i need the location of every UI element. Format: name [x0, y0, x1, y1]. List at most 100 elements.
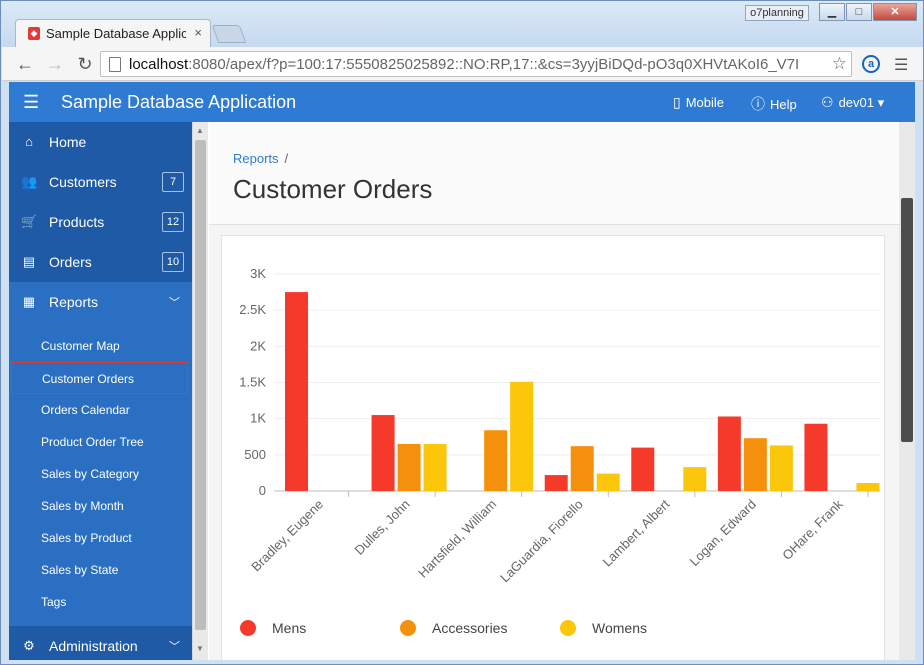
bar: [717, 416, 741, 491]
sidebar-item-home[interactable]: ⌂ Home: [9, 122, 192, 162]
sidebar-item-customers[interactable]: 👥 Customers 7: [9, 162, 192, 202]
bar: [544, 475, 568, 491]
subitem-label: Customer Map: [41, 339, 120, 353]
user-icon: ⚇: [821, 94, 834, 110]
sidebar-subitem-product-order-tree[interactable]: Product Order Tree: [9, 426, 192, 458]
bar: [484, 430, 508, 491]
y-tick-label: 1K: [250, 411, 266, 426]
tab-close-icon[interactable]: ×: [194, 25, 202, 40]
sidebar-subitem-sales-by-state[interactable]: Sales by State: [9, 554, 192, 586]
bar: [510, 381, 534, 491]
sidebar-item-label: Home: [49, 134, 87, 150]
user-label: dev01: [838, 95, 874, 110]
x-tick-label: OHare, Frank: [779, 496, 846, 563]
bar: [769, 445, 793, 491]
browser-toolbar: ← → ↻ localhost:8080/apex/f?p=100:17:555…: [2, 47, 923, 81]
breadcrumb: Reports /: [233, 151, 288, 166]
reload-icon[interactable]: ↻: [77, 54, 93, 74]
page-icon: [109, 57, 121, 72]
help-label: Help: [770, 97, 797, 112]
sidebar-subitem-sales-by-product[interactable]: Sales by Product: [9, 522, 192, 554]
minimize-button[interactable]: ▁: [819, 3, 845, 21]
extension-icon[interactable]: a: [862, 55, 880, 73]
sidebar-item-label: Products: [49, 214, 105, 230]
count-badge: 7: [162, 172, 184, 192]
sidebar-subitem-orders-calendar[interactable]: Orders Calendar: [9, 394, 192, 426]
breadcrumb-reports-link[interactable]: Reports: [233, 151, 279, 166]
sidebar-item-reports[interactable]: ▦ Reports ﹀: [9, 282, 192, 322]
legend-label: Mens: [272, 620, 306, 636]
back-arrow-icon[interactable]: ←: [16, 54, 34, 74]
sidebar-scroll-thumb[interactable]: [195, 140, 206, 630]
sidebar-subitem-sales-by-month[interactable]: Sales by Month: [9, 490, 192, 522]
url-path: :8080/apex/f?p=100:17:5550825025892::NO:…: [188, 56, 800, 73]
close-window-button[interactable]: ✕: [873, 3, 917, 21]
bar: [683, 467, 707, 491]
main-scrollbar[interactable]: [899, 122, 915, 660]
sidebar-subitem-customer-orders[interactable]: Customer Orders: [11, 362, 188, 394]
sidebar-scrollbar[interactable]: ▲ ▼: [192, 122, 208, 660]
bar: [285, 292, 308, 491]
mobile-label: Mobile: [685, 95, 725, 110]
help-link[interactable]: ⓘ Help: [751, 94, 797, 114]
url-text[interactable]: localhost:8080/apex/f?p=100:17:555082502…: [129, 56, 827, 73]
bar: [423, 443, 447, 491]
scroll-up-icon[interactable]: ▲: [196, 126, 204, 135]
y-tick-label: 0: [259, 483, 266, 498]
new-tab-button[interactable]: [211, 25, 247, 43]
gear-icon: ⚙: [23, 638, 35, 653]
x-tick-label: Dulles, John: [351, 497, 412, 558]
sidebar-subitem-tags[interactable]: Tags: [9, 586, 192, 618]
subitem-label: Customer Orders: [42, 372, 135, 386]
profile-label[interactable]: o7planning: [745, 5, 809, 21]
page-title: Customer Orders: [233, 174, 433, 204]
subitem-label: Orders Calendar: [41, 403, 130, 417]
browser-titlebar: ◆ Sample Database Applicat × o7planning …: [1, 1, 923, 47]
scroll-down-icon[interactable]: ▼: [196, 644, 204, 653]
sidebar-item-administration[interactable]: ⚙ Administration ﹀: [9, 626, 192, 660]
list-icon: ▤: [22, 254, 36, 269]
address-bar[interactable]: localhost:8080/apex/f?p=100:17:555082502…: [100, 51, 852, 77]
y-tick-label: 2.5K: [239, 302, 266, 317]
bar: [804, 423, 828, 491]
sidebar-item-orders[interactable]: ▤ Orders 10: [9, 242, 192, 282]
sidebar-subitem-customer-map[interactable]: Customer Map: [9, 330, 192, 362]
sidebar-item-products[interactable]: 🛒 Products 12: [9, 202, 192, 242]
bookmark-star-icon[interactable]: ☆: [831, 54, 847, 73]
sidebar: ⌂ Home 👥 Customers 7 🛒 Products 12 ▤ Ord…: [9, 122, 192, 660]
help-icon: ⓘ: [751, 96, 765, 112]
y-tick-label: 500: [244, 447, 266, 462]
browser-tab[interactable]: ◆ Sample Database Applicat ×: [15, 19, 211, 47]
subitem-label: Sales by Month: [41, 499, 124, 513]
apex-app: ☰ Sample Database Application ▯ Mobile ⓘ H…: [9, 82, 915, 660]
maximize-button[interactable]: □: [846, 3, 872, 21]
browser-menu-icon[interactable]: ☰: [894, 57, 909, 74]
home-icon: ⌂: [25, 134, 33, 149]
app-header: ☰ Sample Database Application ▯ Mobile ⓘ H…: [9, 82, 915, 122]
count-badge: 12: [162, 212, 184, 232]
bar: [596, 473, 620, 491]
main-content: Reports / Customer Orders 0 500 1K 1.5K 2K 2.5…: [209, 122, 899, 660]
customer-orders-chart: 0 500 1K 1.5K 2K 2.5K 3K Bradley, Eugene Dulles,…: [239, 266, 880, 636]
user-menu[interactable]: ⚇ dev01 ▾: [821, 94, 884, 111]
subitem-label: Sales by Category: [41, 467, 140, 481]
bar: [570, 446, 594, 491]
sidebar-subitem-sales-by-category[interactable]: Sales by Category: [9, 458, 192, 490]
sidebar-item-label: Reports: [49, 294, 99, 310]
table-icon: ▦: [22, 294, 36, 309]
subitem-label: Sales by Product: [41, 531, 132, 545]
legend-marker: [560, 620, 576, 636]
legend-marker: [240, 620, 256, 636]
forward-arrow-icon[interactable]: →: [46, 54, 64, 74]
hamburger-menu-icon[interactable]: ☰: [23, 92, 40, 112]
chevron-down-icon[interactable]: ﹀: [169, 641, 180, 653]
main-scroll-thumb[interactable]: [901, 198, 913, 442]
chevron-down-icon[interactable]: ﹀: [169, 297, 180, 309]
mobile-link[interactable]: ▯ Mobile: [673, 94, 724, 111]
app-title[interactable]: Sample Database Application: [61, 92, 297, 112]
sidebar-item-label: Administration: [49, 638, 138, 654]
tab-title: Sample Database Applicat: [46, 26, 186, 41]
count-badge: 10: [162, 252, 184, 272]
x-tick-label: Bradley, Eugene: [248, 497, 326, 575]
